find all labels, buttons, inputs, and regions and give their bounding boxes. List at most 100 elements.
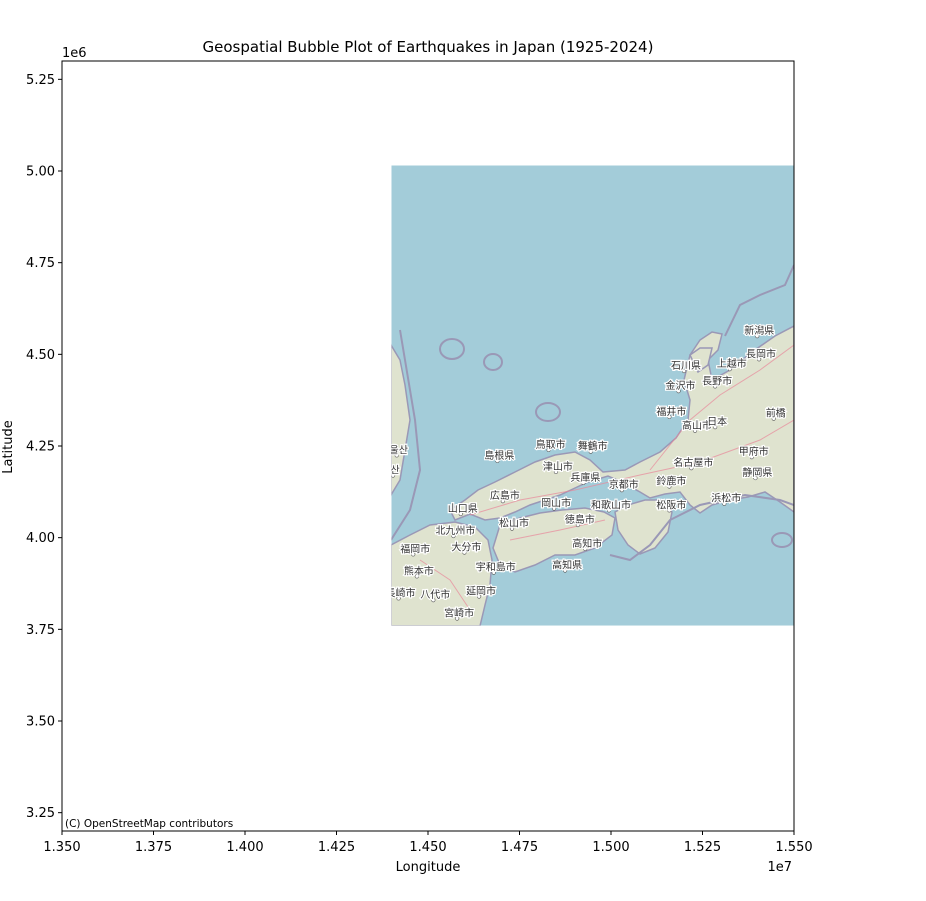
place-marker [581, 480, 586, 485]
place-label: 福岡市 [400, 542, 430, 555]
place-marker [667, 414, 672, 419]
y-tick-label: 4.25 [26, 440, 55, 455]
place-marker [562, 568, 568, 573]
place-label: 高山市 [682, 419, 712, 432]
place-marker [689, 466, 694, 471]
place-label: 山口県 [448, 503, 478, 515]
place-label: 울산 [390, 444, 408, 456]
place-label: 浜松市 [711, 492, 741, 505]
place-label: 熊本市 [404, 564, 434, 577]
place-label: 上越市 [717, 357, 747, 370]
kii-land [614, 499, 673, 555]
road-line [509, 519, 606, 541]
place-marker [667, 484, 672, 489]
place-marker [753, 475, 758, 481]
sado-island [771, 532, 793, 548]
place-label: 島根県 [484, 449, 514, 462]
place-label: 舞鶴市 [578, 440, 608, 453]
sea-boundary [391, 329, 422, 541]
place-label: 兵庫県 [570, 471, 600, 484]
place-marker [476, 594, 482, 599]
place-label: 宮崎市 [444, 607, 474, 620]
place-marker [575, 522, 580, 528]
place-label: 鳥取市 [536, 438, 566, 451]
place-label: 長崎市 [386, 586, 416, 599]
road-line [469, 419, 794, 516]
place-label: 津山市 [543, 460, 573, 473]
place-label: 徳島市 [565, 513, 595, 526]
place-marker [396, 596, 401, 601]
place-label: 前橋 [766, 407, 786, 420]
place-label: 長岡市 [746, 347, 776, 360]
place-marker [756, 357, 762, 362]
place-label: 広島市 [490, 489, 520, 502]
place-label: 石川県 [671, 360, 701, 372]
x-tick-label: 1.400 [226, 840, 263, 855]
place-marker [500, 499, 505, 504]
place-label: 名古屋市 [673, 456, 713, 469]
x-tick-label: 1.425 [318, 840, 355, 855]
x-tick-label: 1.475 [501, 840, 538, 855]
y-offset-label: 1e6 [62, 46, 87, 61]
place-marker [619, 488, 624, 493]
x-axis-label: Longitude [396, 860, 461, 875]
y-tick-label: 3.25 [26, 806, 55, 821]
place-label: 高知市 [572, 537, 602, 550]
x-axis-ticks: 1.350 1.375 1.400 1.425 1.450 1.475 1.500 1.525… [43, 831, 813, 855]
x-tick-label: 1.550 [775, 840, 812, 855]
road-line [419, 559, 471, 611]
honshu-land [449, 325, 794, 521]
shikoku-land [492, 507, 616, 573]
place-marker [458, 511, 463, 517]
place-marker [546, 447, 551, 452]
place-label: 宇和島市 [476, 561, 516, 574]
place-label: 長野市 [702, 374, 732, 387]
y-tick-label: 3.75 [26, 623, 55, 638]
place-label: 八代市 [420, 588, 450, 601]
place-label: 甲府市 [739, 445, 769, 458]
oki-island [535, 402, 561, 422]
place-marker [771, 416, 776, 421]
place-marker [681, 368, 687, 374]
place-marker [431, 598, 436, 603]
place-marker [749, 455, 754, 460]
y-tick-label: 5.25 [26, 73, 55, 88]
dokdo-island [483, 353, 503, 371]
x-tick-label: 1.500 [592, 840, 629, 855]
place-marker [676, 389, 681, 394]
chart-title: Geospatial Bubble Plot of Earthquakes in… [203, 38, 654, 56]
x-tick-label: 1.350 [43, 840, 80, 855]
place-label: 金沢市 [666, 379, 696, 392]
ulleung-island [439, 338, 465, 360]
place-marker [755, 334, 760, 339]
place-label: 高知県 [552, 558, 582, 571]
place-marker [455, 616, 460, 621]
place-marker [391, 473, 396, 478]
place-marker [495, 458, 500, 463]
y-tick-label: 4.50 [26, 348, 55, 363]
place-marker [394, 453, 399, 458]
place-label: 新潟県 [744, 324, 774, 337]
y-axis-label: Latitude [1, 420, 16, 474]
place-label: 北九州市 [435, 524, 475, 537]
place-marker [414, 574, 419, 579]
x-tick-label: 1.375 [135, 840, 172, 855]
place-label: 松阪市 [656, 498, 686, 511]
place-marker [713, 384, 718, 389]
place-marker [692, 428, 698, 433]
sea-boundary [724, 264, 794, 337]
place-label: 静岡県 [742, 466, 772, 479]
y-tick-label: 4.75 [26, 256, 55, 271]
place-marker [667, 508, 672, 513]
place-marker [588, 449, 593, 454]
place-marker [553, 469, 559, 474]
place-marker [583, 546, 588, 551]
place-label: 산 [390, 465, 399, 477]
place-marker [606, 508, 612, 513]
place-marker [551, 506, 557, 511]
map-attribution: (C) OpenStreetMap contributors [65, 818, 233, 830]
place-marker [491, 570, 496, 575]
place-label: 延岡市 [466, 585, 496, 598]
